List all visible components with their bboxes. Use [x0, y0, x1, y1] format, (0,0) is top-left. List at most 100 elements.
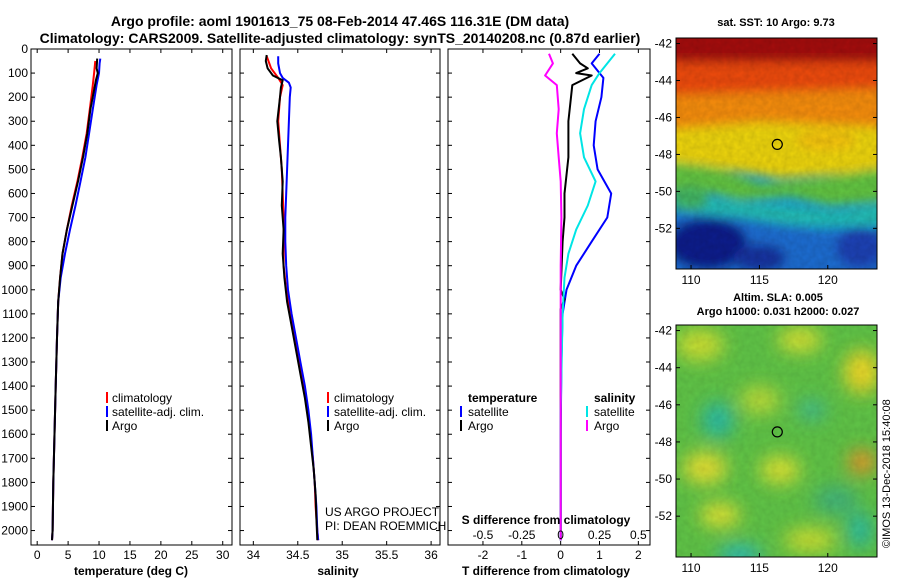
sla-latitude-axis: -42 -44 -46 -48 -50 -52	[655, 324, 877, 523]
x-tick-label: 30	[216, 548, 230, 562]
lon-tick-label: 110	[681, 273, 700, 287]
lat-tick-label: -48	[655, 147, 673, 161]
depth-axis: 0 100 200 300 400 500 600 700 800 900 1000 1100 1200…	[1, 42, 232, 538]
salinity-x-axis: 34 34.5 35 35.5 36	[247, 49, 438, 562]
legend-argo-label: Argo	[334, 419, 360, 433]
lat-tick-label: -42	[655, 324, 673, 338]
difference-legend-salinity: salinity satellite Argo	[586, 391, 636, 433]
figure-title-line2: Climatology: CARS2009. Satellite-adjuste…	[40, 30, 641, 46]
depth-tick-label: 1200	[1, 331, 28, 345]
depth-tick-label: 600	[8, 186, 28, 200]
depth-tick-label: 100	[8, 66, 28, 80]
legend-swatch-argo-t	[460, 420, 462, 431]
sla-argo-position-marker	[771, 426, 783, 438]
legend-argo-s-label: Argo	[594, 419, 620, 433]
series-line-argo	[264, 54, 319, 541]
lat-tick-label: -42	[655, 37, 673, 51]
depth-tick-label: 1100	[2, 307, 28, 321]
sst-map-frame	[675, 37, 878, 270]
legend-salinity-heading: salinity	[594, 391, 636, 405]
credit-project: US ARGO PROJECT	[325, 505, 440, 519]
legend-argo-t-label: Argo	[468, 419, 494, 433]
salinity-axis-label: salinity	[317, 564, 359, 578]
difference-legend-temperature: temperature satellite Argo	[460, 391, 538, 433]
salinity-plot-frame	[239, 48, 441, 546]
x-tick-label: 15	[123, 548, 137, 562]
depth-tick-label: 1400	[1, 379, 28, 393]
legend-satellite-label: satellite-adj. clim.	[112, 405, 204, 419]
temperature-axis-label: temperature (deg C)	[74, 564, 188, 578]
imos-timestamp: ©IMOS 13-Dec-2018 15:40:08	[881, 399, 893, 548]
sst-map-title: sat. SST: 10 Argo: 9.73	[717, 17, 835, 29]
legend-climatology-label: climatology	[112, 391, 172, 405]
lon-tick-label: 120	[818, 561, 838, 575]
s-difference-tick-labels: -0.5 -0.25 0 0.25 0.5	[473, 528, 647, 542]
depth-tick-label: 1600	[1, 427, 28, 441]
temperature-legend: climatology satellite-adj. clim. Argo	[106, 391, 204, 433]
s-difference-tick-label: -0.25	[508, 528, 536, 542]
depth-tick-label: 0	[21, 42, 28, 56]
x-tick-label: 1	[596, 548, 603, 562]
x-tick-label: 35	[336, 548, 350, 562]
lat-tick-label: -44	[655, 74, 673, 88]
x-tick-label: -2	[478, 548, 489, 562]
depth-tick-label: 2000	[1, 524, 28, 538]
temperature-profiles	[51, 58, 102, 541]
difference-depth-ticks	[448, 48, 650, 532]
legend-temperature-heading: temperature	[468, 391, 538, 405]
legend-swatch-argo	[106, 420, 108, 431]
lat-tick-label: -52	[655, 221, 673, 235]
depth-tick-label: 500	[8, 162, 28, 176]
legend-satellite-t-label: satellite	[468, 405, 509, 419]
x-tick-label: 20	[154, 548, 168, 562]
temperature-plot-frame	[30, 48, 233, 546]
depth-tick-label: 200	[8, 90, 28, 104]
x-tick-label: 0	[34, 548, 41, 562]
lon-tick-label: 110	[681, 561, 700, 575]
depth-tick-label: 1000	[1, 283, 28, 297]
legend-satellite-s-label: satellite	[594, 405, 635, 419]
lat-tick-label: -50	[655, 472, 673, 486]
depth-tick-label: 900	[8, 259, 28, 273]
lon-tick-label: 115	[750, 273, 769, 287]
lon-tick-label: 120	[818, 273, 838, 287]
sla-map-panel: Altim. SLA: 0.005 Argo h1000: 0.031 h200…	[655, 292, 878, 575]
difference-plot-frame	[447, 48, 651, 546]
legend-swatch-climatology	[327, 392, 329, 403]
difference-profiles	[544, 53, 616, 541]
credit-pi: PI: DEAN ROEMMICH	[325, 519, 446, 533]
s-difference-tick-label: -0.5	[473, 528, 494, 542]
legend-swatch-argo	[327, 420, 329, 431]
x-tick-label: 34	[247, 548, 261, 562]
x-tick-label: 34.5	[286, 548, 310, 562]
depth-tick-label: 1700	[1, 451, 28, 465]
legend-satellite-label: satellite-adj. clim.	[334, 405, 426, 419]
t-difference-axis-label: T difference from climatology	[462, 564, 630, 578]
sst-longitude-axis: 110 115 120	[681, 265, 838, 287]
s-difference-tick-label: 0.25	[588, 528, 612, 542]
salinity-panel: 34 34.5 35 35.5 36 salinity climatology sate…	[239, 48, 446, 578]
s-difference-tick-label: 0.5	[630, 528, 647, 542]
depth-tick-label: 1300	[1, 355, 28, 369]
salinity-legend: climatology satellite-adj. clim. Argo	[327, 391, 426, 433]
s-difference-axis-label: S difference from climatology	[462, 513, 631, 527]
depth-tick-label: 1800	[1, 475, 28, 489]
lat-tick-label: -48	[655, 435, 673, 449]
series-line-argo	[51, 58, 99, 541]
sla-map-title-line1: Altim. SLA: 0.005	[733, 292, 823, 304]
depth-tick-label: 800	[8, 235, 28, 249]
s-difference-tick-label: 0	[557, 528, 564, 542]
lat-tick-label: -52	[655, 509, 673, 523]
sla-heatmap	[676, 325, 877, 557]
sst-latitude-axis: -42 -44 -46 -48 -50 -52	[655, 37, 877, 235]
figure-title-line1: Argo profile: aoml 1901613_75 08-Feb-201…	[111, 13, 569, 29]
salinity-profiles	[264, 54, 320, 541]
x-tick-label: 10	[92, 548, 106, 562]
sst-map-panel: sat. SST: 10 Argo: 9.73 -42-44-46-48-50-	[655, 17, 878, 287]
legend-swatch-argo-s	[586, 420, 588, 431]
series-line-satellite-s	[559, 53, 616, 541]
legend-swatch-satellite-t	[460, 406, 462, 417]
temperature-x-axis: 0 5 10 15 20 25 30	[34, 49, 230, 562]
depth-tick-label: 1500	[1, 403, 28, 417]
